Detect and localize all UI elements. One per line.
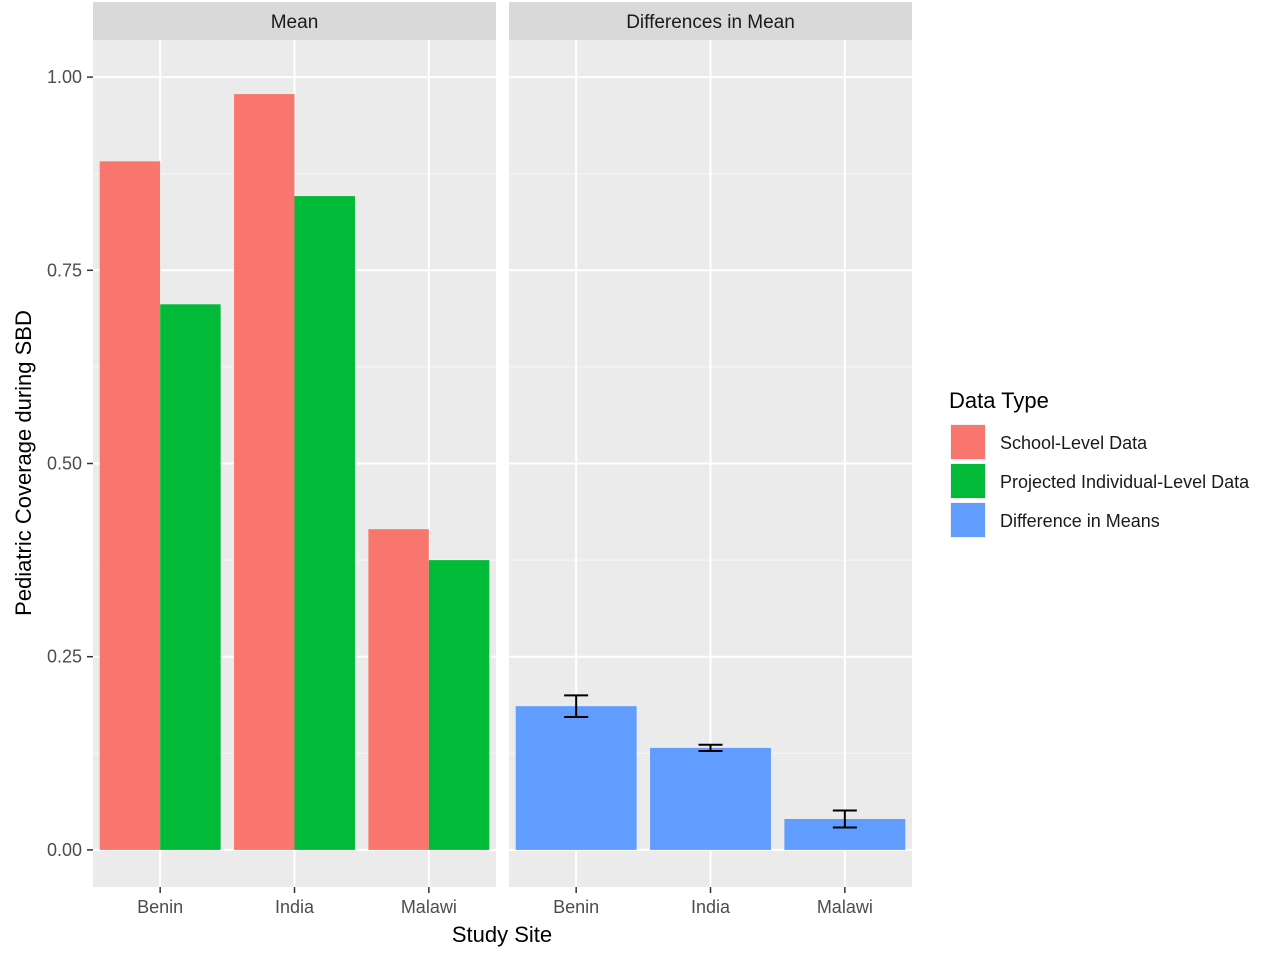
y-tick-label: 0.50 bbox=[47, 454, 82, 474]
x-tick-label-benin: Benin bbox=[137, 897, 183, 917]
bars-differences bbox=[515, 694, 906, 850]
strip-differences bbox=[509, 2, 912, 40]
legend-label: School-Level Data bbox=[1000, 433, 1148, 453]
x-axis-title: Study Site bbox=[452, 922, 552, 947]
x-tick-label-india: India bbox=[275, 897, 315, 917]
legend-label: Projected Individual-Level Data bbox=[1000, 472, 1250, 492]
legend-title: Data Type bbox=[949, 388, 1049, 413]
panel-differences: Differences in Mean bbox=[509, 2, 912, 887]
legend-swatch bbox=[951, 503, 985, 537]
bar-projected-individual-level-data-malawi bbox=[428, 560, 490, 850]
legend-label: Difference in Means bbox=[1000, 511, 1160, 531]
x-tick-label-benin: Benin bbox=[553, 897, 599, 917]
bar-difference-in-means-benin bbox=[515, 706, 637, 850]
bar-projected-individual-level-data-india bbox=[294, 196, 355, 850]
bar-school-level-data-malawi bbox=[368, 529, 429, 850]
legend: Data Type School-Level Data Projected Ind… bbox=[949, 388, 1250, 538]
x-tick-label-malawi: Malawi bbox=[817, 897, 873, 917]
x-tick-label-india: India bbox=[691, 897, 731, 917]
bar-difference-in-means-india bbox=[650, 747, 771, 850]
y-axis-title: Pediatric Coverage during SBD bbox=[11, 310, 36, 616]
panel-mean: Mean bbox=[93, 2, 496, 887]
x-tick-label-malawi: Malawi bbox=[401, 897, 457, 917]
y-axis: 0.00 0.25 0.50 0.75 1.00 bbox=[47, 67, 93, 860]
y-tick-label: 0.25 bbox=[47, 647, 82, 667]
legend-items: School-Level Data Projected Individual-Le… bbox=[950, 424, 1250, 538]
legend-swatch bbox=[951, 464, 985, 498]
bar-projected-individual-level-data-benin bbox=[160, 304, 221, 850]
y-tick-label: 0.75 bbox=[47, 260, 82, 280]
bar-school-level-data-india bbox=[234, 94, 295, 850]
y-tick-label: 0.00 bbox=[47, 840, 82, 860]
legend-swatch bbox=[951, 425, 985, 459]
x-axis: Benin India Malawi Benin India Malawi bbox=[137, 887, 873, 917]
strip-title-mean: Mean bbox=[271, 12, 319, 33]
strip-mean bbox=[93, 2, 496, 40]
y-tick-label: 1.00 bbox=[47, 67, 82, 87]
bars-mean bbox=[99, 94, 490, 850]
strip-title-differences: Differences in Mean bbox=[626, 12, 795, 33]
bar-school-level-data-benin bbox=[99, 161, 161, 850]
